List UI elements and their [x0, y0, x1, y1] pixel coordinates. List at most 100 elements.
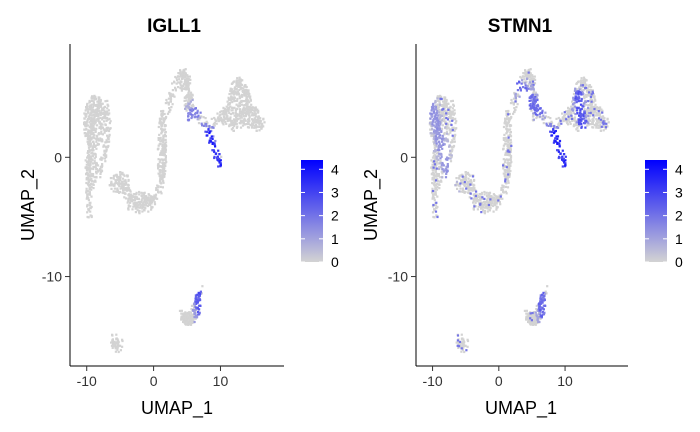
- data-point: [141, 197, 144, 200]
- data-point: [96, 143, 99, 146]
- data-point: [218, 161, 221, 164]
- data-point: [215, 122, 218, 125]
- data-point: [106, 113, 109, 116]
- data-point: [159, 190, 162, 193]
- data-point: [464, 190, 467, 194]
- data-point: [209, 137, 212, 140]
- data-point: [97, 98, 100, 101]
- data-point: [124, 183, 127, 186]
- data-point: [475, 199, 478, 202]
- data-point: [441, 124, 444, 127]
- data-point: [563, 161, 566, 164]
- data-point: [86, 156, 89, 159]
- data-point: [92, 100, 95, 103]
- data-point: [114, 180, 117, 183]
- data-point: [244, 109, 247, 112]
- data-point: [247, 94, 250, 97]
- data-point: [510, 141, 513, 144]
- data-point: [588, 91, 591, 94]
- data-point: [255, 120, 258, 123]
- data-point: [126, 186, 129, 189]
- data-point: [434, 150, 437, 153]
- data-point: [188, 316, 191, 319]
- data-point: [448, 120, 451, 123]
- data-point: [530, 107, 533, 110]
- data-point: [167, 103, 170, 106]
- data-point: [598, 117, 601, 120]
- data-point: [90, 110, 93, 113]
- data-point: [107, 129, 111, 133]
- data-point: [474, 201, 477, 204]
- data-point: [97, 143, 100, 146]
- data-point: [97, 103, 100, 106]
- data-point: [435, 172, 439, 175]
- data-point: [93, 118, 96, 121]
- data-point: [533, 104, 536, 107]
- data-point: [441, 108, 444, 111]
- data-point: [509, 128, 512, 131]
- data-point: [449, 128, 452, 131]
- data-point: [187, 92, 190, 95]
- data-point: [541, 300, 544, 303]
- data-point: [601, 118, 604, 121]
- data-point: [215, 152, 218, 155]
- data-point: [538, 311, 541, 315]
- data-point: [555, 126, 559, 129]
- data-point: [457, 184, 460, 187]
- data-point: [190, 108, 193, 111]
- data-point: [89, 142, 92, 145]
- data-point: [512, 101, 516, 104]
- data-point: [248, 111, 251, 114]
- data-point: [547, 116, 550, 119]
- data-point: [187, 311, 190, 314]
- data-point: [98, 120, 101, 123]
- data-point: [551, 125, 554, 128]
- data-point: [89, 129, 92, 133]
- data-point: [126, 201, 129, 204]
- data-point: [467, 177, 470, 180]
- data-point: [550, 130, 553, 134]
- data-point: [534, 91, 537, 94]
- data-point: [234, 112, 237, 115]
- data-point: [603, 125, 606, 128]
- data-point: [580, 97, 583, 101]
- data-point: [482, 206, 485, 209]
- data-point: [240, 119, 243, 122]
- data-point: [163, 119, 166, 122]
- data-point: [464, 173, 467, 176]
- data-point: [188, 112, 191, 115]
- data-point: [584, 126, 587, 129]
- data-point: [469, 183, 472, 186]
- data-point: [436, 185, 439, 188]
- data-point: [507, 109, 510, 113]
- data-point: [91, 180, 94, 183]
- data-point: [208, 141, 211, 144]
- data-point: [433, 131, 436, 134]
- data-point: [463, 181, 466, 184]
- data-point: [150, 202, 153, 205]
- data-point: [86, 118, 90, 121]
- data-point: [157, 125, 160, 129]
- data-point: [535, 97, 538, 100]
- data-point: [566, 113, 569, 116]
- data-point: [588, 119, 592, 122]
- data-point: [438, 183, 441, 186]
- data-point: [436, 99, 439, 102]
- data-point: [505, 150, 508, 153]
- data-point: [190, 314, 193, 317]
- data-point: [537, 316, 540, 319]
- data-point: [131, 194, 134, 197]
- data-point: [107, 144, 110, 148]
- data-point: [97, 114, 100, 118]
- data-point: [100, 158, 103, 161]
- data-point: [183, 71, 186, 74]
- data-point: [489, 198, 492, 201]
- data-point: [527, 71, 530, 74]
- data-point: [499, 197, 503, 200]
- data-point: [600, 125, 603, 128]
- data-point: [100, 123, 103, 126]
- data-point: [550, 120, 553, 123]
- data-point: [116, 187, 119, 191]
- data-point: [503, 169, 506, 172]
